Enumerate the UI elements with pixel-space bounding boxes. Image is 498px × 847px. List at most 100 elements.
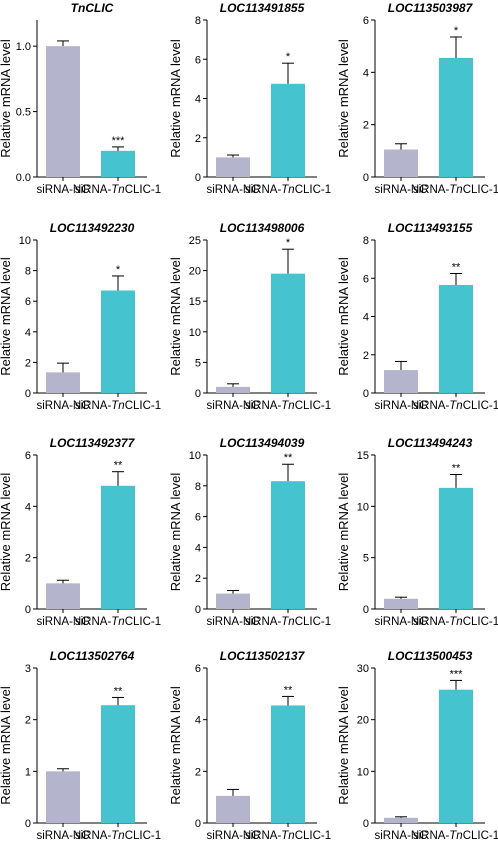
y-tick-label: 0 [363, 172, 369, 184]
y-tick-label: 2 [25, 553, 31, 565]
x-tick-label-suffix: CLIC-1 [295, 184, 331, 196]
x-tick-label-suffix: CLIC-1 [295, 616, 331, 628]
x-tick-label: siRNA-TnCLIC-1 [413, 616, 498, 628]
x-tick-label-prefix: siRNA- [245, 830, 282, 842]
x-tick-label-italic: Tn [111, 400, 124, 412]
bar [101, 290, 135, 393]
y-tick-label: 4 [363, 312, 369, 324]
x-tick-label-suffix: CLIC-1 [125, 184, 161, 196]
y-tick-label: 2 [195, 573, 201, 585]
x-tick-label-prefix: siRNA-NC [374, 616, 427, 628]
x-tick-label: siRNA-NC [374, 184, 427, 196]
x-tick-label-prefix: siRNA-NC [36, 400, 89, 412]
x-tick-label-prefix: siRNA-NC [206, 616, 259, 628]
y-axis-label: Relative mRNA level [168, 39, 183, 158]
x-tick-label: siRNA-NC [206, 830, 259, 842]
chart-panel: LOC113502137 Relative mRNA level 0 2 4 6 siRNA… [168, 649, 331, 842]
x-tick-label-prefix: siRNA-NC [374, 830, 427, 842]
y-axis-label: Relative mRNA level [0, 39, 13, 158]
chart-title: LOC113502764 [50, 649, 135, 663]
x-tick-label-prefix: siRNA-NC [36, 184, 89, 196]
x-tick-label-italic: Tn [449, 184, 462, 196]
x-tick-label-prefix: siRNA- [413, 616, 450, 628]
y-tick-label: 15 [357, 450, 369, 462]
y-tick-label: 6 [195, 54, 201, 66]
y-axis-label: Relative mRNA level [336, 473, 351, 592]
y-tick-label: 20 [189, 266, 201, 278]
chart-title: LOC113502137 [220, 649, 306, 663]
x-tick-label-prefix: siRNA- [75, 184, 112, 196]
y-tick-label: 8 [25, 266, 31, 278]
x-tick-label-italic: Tn [111, 830, 124, 842]
y-axis-label: Relative mRNA level [336, 686, 351, 805]
y-tick-label: 2 [195, 766, 201, 778]
x-tick-label-italic: Tn [281, 184, 294, 196]
chart-panel: LOC113492230 Relative mRNA level 0 2 4 6 8 10 si… [0, 221, 161, 412]
x-tick-label-prefix: siRNA- [245, 400, 282, 412]
y-tick-label: 8 [195, 15, 201, 27]
y-tick-label: 0 [25, 818, 31, 830]
x-tick-label: siRNA-NC [36, 830, 89, 842]
bar [271, 705, 305, 823]
y-axis-label: Relative mRNA level [168, 473, 183, 592]
x-tick-label-suffix: CLIC-1 [463, 184, 498, 196]
x-tick-label-prefix: siRNA- [413, 184, 450, 196]
bar [271, 481, 305, 609]
y-axis-label: Relative mRNA level [336, 39, 351, 158]
y-tick-label: 0 [363, 604, 369, 616]
bar [101, 705, 135, 823]
chart-title: LOC113500453 [388, 649, 473, 663]
chart-title: LOC113492230 [50, 221, 135, 235]
y-axis-label: Relative mRNA level [0, 686, 13, 805]
y-tick-label: 5 [363, 553, 369, 565]
significance-marker: * [286, 51, 291, 63]
x-tick-label: siRNA-TnCLIC-1 [75, 616, 161, 628]
x-tick-label-suffix: CLIC-1 [463, 616, 498, 628]
x-tick-label-suffix: CLIC-1 [125, 400, 161, 412]
x-tick-label: siRNA-TnCLIC-1 [245, 400, 331, 412]
chart-panel: LOC113493155 Relative mRNA level 0 2 4 6 8 siRN… [336, 221, 498, 412]
x-tick-label-prefix: siRNA- [413, 400, 450, 412]
bar [216, 795, 250, 823]
y-tick-label: 10 [189, 327, 201, 339]
y-axis-label: Relative mRNA level [0, 473, 13, 592]
bar [384, 370, 418, 393]
x-tick-label-italic: Tn [111, 184, 124, 196]
chart-title: LOC113494039 [220, 436, 305, 450]
bar [101, 150, 135, 177]
significance-marker: ** [284, 452, 293, 464]
x-tick-label-prefix: siRNA-NC [206, 830, 259, 842]
x-tick-label-italic: Tn [281, 400, 294, 412]
x-tick-label: siRNA-TnCLIC-1 [75, 830, 161, 842]
x-tick-label-suffix: CLIC-1 [295, 830, 331, 842]
x-tick-label-italic: Tn [281, 616, 294, 628]
x-tick-label: siRNA-NC [374, 830, 427, 842]
chart-panel: LOC113494039 Relative mRNA level 0 2 4 6 8 10 si… [168, 436, 331, 628]
x-tick-label-prefix: siRNA- [75, 616, 112, 628]
significance-marker: ** [284, 684, 293, 696]
x-tick-label-prefix: siRNA- [245, 616, 282, 628]
bar [46, 771, 80, 823]
y-axis-label: Relative mRNA level [168, 257, 183, 376]
bar [271, 83, 305, 177]
bar [439, 57, 473, 177]
x-tick-label: siRNA-NC [374, 400, 427, 412]
bar [384, 817, 418, 823]
x-tick-label-prefix: siRNA-NC [36, 830, 89, 842]
chart-title: LOC113491855 [220, 1, 305, 15]
chart-title: LOC113493155 [388, 221, 473, 235]
significance-marker: * [116, 264, 121, 276]
bar [216, 593, 250, 609]
y-tick-label: 8 [363, 235, 369, 247]
chart-panel: LOC113500453 Relative mRNA level 0 10 20 30 si… [336, 649, 498, 842]
x-tick-label: siRNA-NC [36, 616, 89, 628]
y-tick-label: 1.0 [16, 41, 31, 53]
x-tick-label-italic: Tn [281, 830, 294, 842]
x-tick-label: siRNA-TnCLIC-1 [413, 400, 498, 412]
y-axis-label: Relative mRNA level [168, 686, 183, 805]
y-tick-label: 0 [195, 818, 201, 830]
x-tick-label-suffix: CLIC-1 [295, 400, 331, 412]
y-tick-label: 10 [19, 235, 31, 247]
x-tick-label-prefix: siRNA-NC [374, 184, 427, 196]
y-tick-label: 4 [25, 501, 31, 513]
